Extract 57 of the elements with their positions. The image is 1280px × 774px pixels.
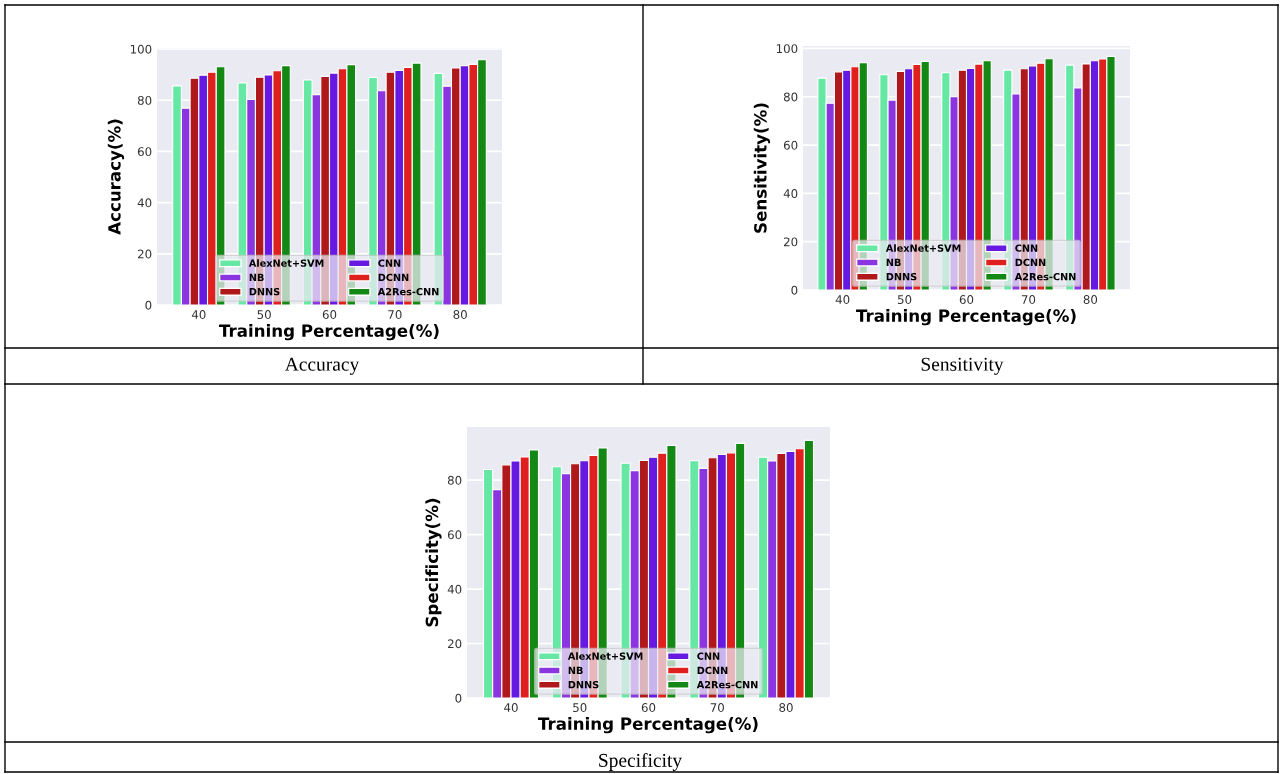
y-tick-label: 0 bbox=[145, 300, 152, 310]
legend-label: DCNN bbox=[378, 273, 409, 282]
x-tick-label: 60 bbox=[322, 310, 337, 319]
x-tick-label: 50 bbox=[573, 703, 587, 712]
legend-label: NB bbox=[886, 258, 901, 266]
y-axis-title: Accuracy(%) bbox=[107, 119, 125, 235]
x-axis-title: Training Percentage(%) bbox=[538, 717, 758, 734]
legend-label: DNNS bbox=[886, 272, 917, 281]
x-tick-label: 50 bbox=[257, 310, 271, 319]
y-tick-label: 40 bbox=[137, 198, 152, 208]
y-tick-label: 40 bbox=[783, 189, 798, 199]
y-tick-label: 20 bbox=[783, 237, 798, 247]
legend-label: A2Res-CNN bbox=[1014, 272, 1076, 281]
legend-label: AlexNet+SVM bbox=[567, 652, 643, 660]
legend-label: AlexNet+SVM bbox=[248, 259, 324, 267]
x-tick-label: 40 bbox=[835, 295, 850, 304]
y-tick-label: 60 bbox=[137, 147, 152, 157]
x-tick-label: 60 bbox=[641, 703, 656, 712]
legend-label: NB bbox=[568, 666, 583, 674]
legend-label: DNNS bbox=[568, 680, 599, 689]
legend-label: DCNN bbox=[1015, 258, 1046, 267]
y-tick-label: 80 bbox=[447, 475, 462, 485]
x-tick-label: 70 bbox=[1021, 295, 1036, 304]
legend-label: AlexNet+SVM bbox=[885, 244, 961, 252]
y-tick-label: 20 bbox=[137, 249, 152, 259]
legend-label: CNN bbox=[1015, 244, 1038, 252]
y-tick-label: 60 bbox=[447, 530, 462, 540]
y-tick-label: 0 bbox=[455, 693, 462, 703]
x-axis-title: Training Percentage(%) bbox=[219, 324, 439, 341]
y-axis-title: Sensitivity(%) bbox=[753, 103, 771, 233]
legend-label: DNNS bbox=[249, 287, 280, 296]
y-tick-label: 80 bbox=[783, 92, 798, 102]
y-tick-label: 100 bbox=[130, 44, 152, 54]
y-axis-title: Specificity(%) bbox=[425, 498, 442, 627]
text: Accuracy bbox=[284, 357, 360, 375]
y-tick-label: 0 bbox=[791, 285, 798, 295]
y-tick-label: 60 bbox=[783, 140, 798, 150]
legend-label: A2Res-CNN bbox=[377, 287, 439, 296]
y-tick-label: 100 bbox=[776, 44, 798, 54]
legend-label: A2Res-CNN bbox=[696, 680, 758, 689]
x-tick-label: 70 bbox=[710, 703, 724, 712]
text: Sensitivity bbox=[921, 357, 1004, 375]
legend-label: CNN bbox=[378, 259, 401, 267]
x-tick-label: 70 bbox=[388, 310, 402, 319]
y-tick-label: 20 bbox=[447, 639, 462, 649]
text: Specificity bbox=[599, 753, 683, 771]
legend-label: DCNN bbox=[697, 666, 728, 675]
x-tick-label: 40 bbox=[191, 310, 206, 319]
legend-label: CNN bbox=[697, 652, 720, 660]
legend-label: NB bbox=[249, 273, 264, 281]
y-tick-label: 40 bbox=[447, 584, 462, 594]
y-tick-label: 80 bbox=[137, 95, 152, 105]
x-tick-label: 60 bbox=[959, 295, 974, 304]
x-axis-title: Training Percentage(%) bbox=[856, 309, 1076, 326]
x-tick-label: 80 bbox=[1083, 295, 1098, 304]
x-tick-label: 50 bbox=[897, 295, 912, 304]
x-tick-label: 40 bbox=[504, 703, 518, 712]
